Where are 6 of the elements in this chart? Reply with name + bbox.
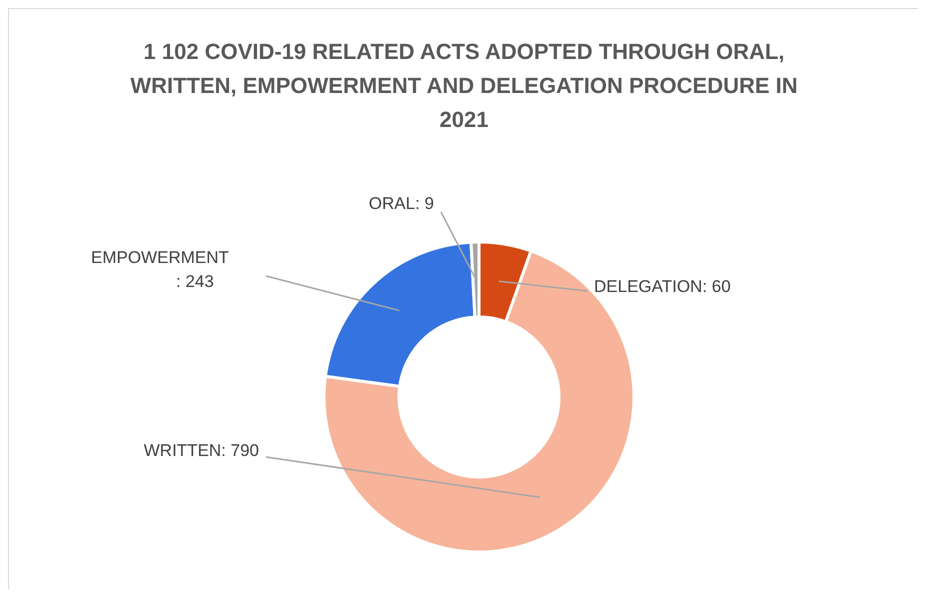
data-label: : 243: [176, 272, 214, 291]
chart-title: 1 102 COVID-19 RELATED ACTS ADOPTED THROUGH ORAL, WRITTEN, EMPOWERMENT AND DELEGATION PROCEDURE IN 2021: [129, 38, 799, 134]
slice-label: WRITTEN: 790: [144, 441, 259, 460]
slice-label: ORAL: 9: [368, 194, 434, 213]
slice-label: DELEGATION: 60: [594, 277, 731, 296]
slice-label: EMPOWERMENT: [91, 248, 229, 267]
